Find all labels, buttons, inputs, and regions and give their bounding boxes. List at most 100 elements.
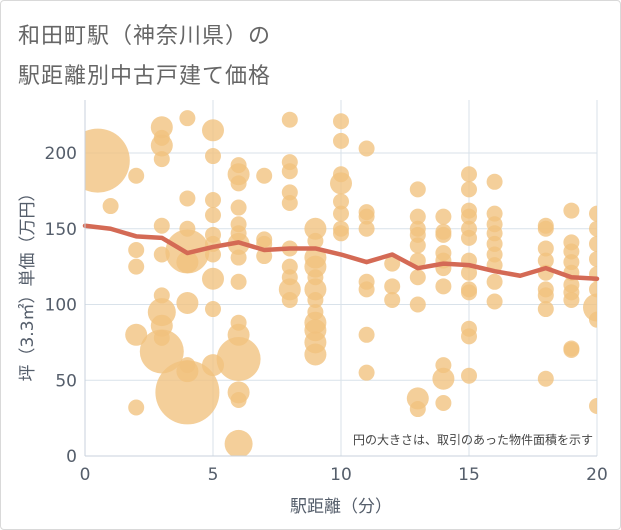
data-point [435,394,452,411]
data-point [281,291,298,308]
data-point [435,278,452,295]
data-point [85,128,130,193]
data-point [358,220,375,237]
y-tick-label: 50 [55,371,77,391]
data-point [216,337,261,382]
data-point [333,225,349,242]
bubble-group [85,110,597,456]
data-point [230,175,247,192]
x-tick-label: 20 [586,465,608,485]
data-point [230,273,247,290]
data-point [304,217,327,240]
data-point [537,252,554,269]
data-point [358,326,375,343]
data-point [358,281,375,298]
data-point [179,110,196,127]
data-point [230,391,247,408]
data-point [537,240,554,257]
data-point [330,172,352,195]
x-tick-label: 15 [458,465,480,485]
data-point [432,367,455,390]
data-point [102,198,119,215]
data-point [358,140,375,157]
data-point [461,367,477,384]
data-point [589,220,597,237]
x-tick-label: 10 [330,465,352,485]
data-point [409,401,426,418]
data-point [153,151,170,168]
data-point [333,193,349,210]
data-point [230,199,247,216]
data-point [281,163,298,180]
data-point [281,195,298,212]
x-tick-label: 0 [80,465,91,485]
x-tick-label: 5 [208,465,219,485]
data-point [333,205,349,222]
data-point [153,217,170,234]
y-tick-label: 150 [45,220,77,240]
data-point [205,148,221,165]
data-point [563,202,580,219]
data-point [589,205,597,222]
data-point [409,181,426,198]
data-point [589,311,597,328]
data-point [230,249,247,266]
data-point [256,167,273,184]
data-point [128,241,145,258]
data-point [461,229,477,246]
data-point [333,132,349,149]
chart-title-line1: 和田町駅（神奈川県）の [18,24,272,49]
data-point [461,328,477,345]
data-point [205,207,221,224]
data-point [202,267,224,290]
data-point [150,134,173,157]
y-tick-label: 100 [45,296,77,316]
data-point [563,291,580,308]
data-point [281,111,298,128]
data-point [486,273,503,290]
data-point [139,329,184,374]
data-point [486,173,503,190]
data-point [333,113,349,130]
data-point [384,255,401,272]
data-point [435,226,452,243]
trend-line [82,223,600,282]
data-point [384,291,401,308]
data-point [461,284,477,301]
data-point [128,399,145,416]
data-point [461,208,477,225]
data-point [125,323,148,346]
data-point [435,208,452,225]
data-point [486,293,503,310]
data-point [307,291,324,308]
data-point [304,343,327,366]
data-point [589,398,597,415]
data-point [409,237,426,254]
data-point [205,246,221,263]
data-point [205,301,221,318]
data-point [461,264,477,281]
data-point [202,119,224,142]
y-tick-label: 0 [66,447,77,467]
data-point [461,166,477,183]
y-axis-label: 坪（3.3㎡）単価（万円） [18,184,38,381]
data-point [176,251,199,274]
data-point [537,287,554,304]
x-axis-label: 駅距離（分） [290,497,392,517]
data-point [589,281,597,298]
data-point [537,220,554,237]
data-point [176,291,199,314]
size-note: 円の大きさは、取引のあった物件面積を示す [353,432,593,447]
data-point [205,191,221,208]
data-point [409,269,426,286]
data-point [384,278,401,295]
data-point [358,364,375,381]
data-point [461,181,477,198]
data-point [409,208,426,225]
data-point [537,301,554,318]
y-tick-label: 200 [45,144,77,164]
chart-title-line2: 駅距離別中古戸建て価格 [18,64,272,89]
data-point [155,360,220,425]
data-point [589,235,597,252]
data-point [409,296,426,313]
